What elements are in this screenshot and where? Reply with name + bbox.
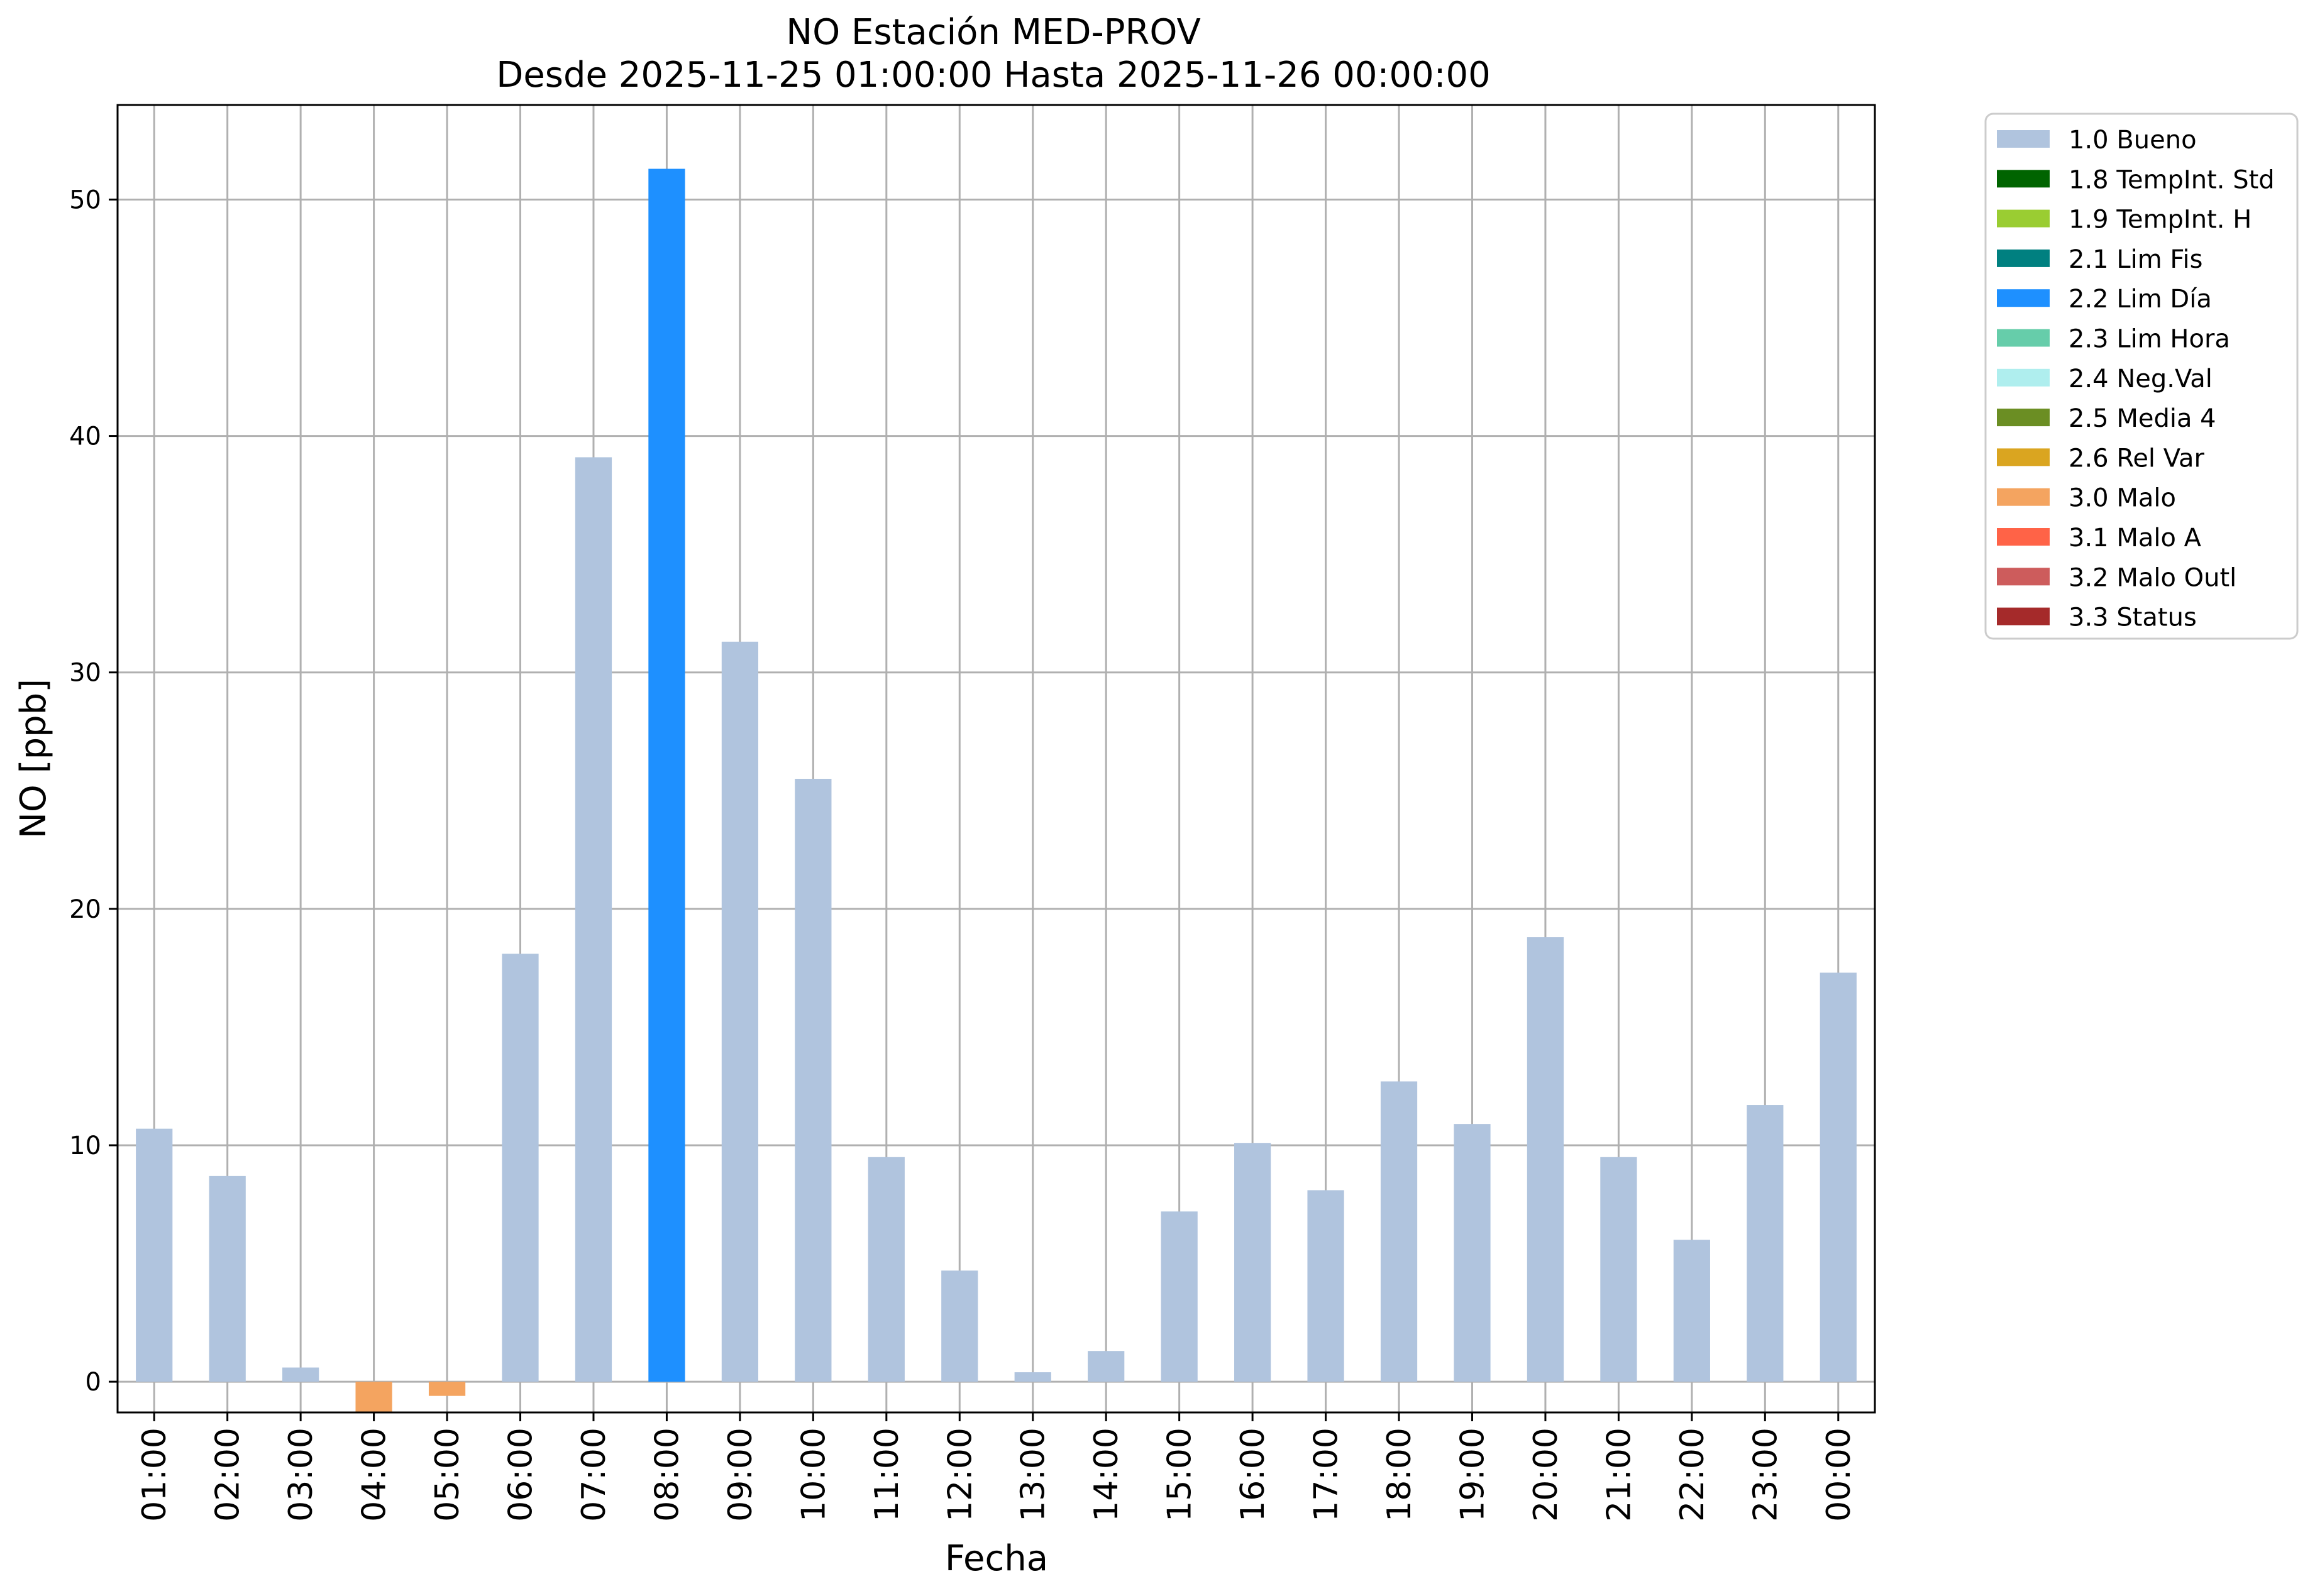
x-tick-label: 23:00 [1747, 1428, 1784, 1522]
bar-10:00 [795, 778, 832, 1382]
legend-swatch [1997, 329, 2050, 347]
bar-09:00 [721, 641, 759, 1382]
legend-label: 2.5 Media 4 [2069, 404, 2216, 433]
x-axis: 01:00 02:00 03:00 04:00 05:00 06:00 07:00 08:00… [136, 1412, 1858, 1522]
bar-14:00 [1088, 1351, 1125, 1382]
bar-07:00 [575, 457, 612, 1382]
x-tick-label: 09:00 [722, 1428, 760, 1522]
bar-23:00 [1747, 1105, 1784, 1382]
bar-21:00 [1600, 1157, 1637, 1382]
bar-03:00 [282, 1367, 319, 1382]
legend-label: 2.1 Lim Fis [2069, 245, 2202, 274]
chart-title-line-2: Desde 2025-11-25 01:00:00 Hasta 2025-11-… [496, 55, 1491, 96]
bar-05:00 [428, 1382, 466, 1396]
bar-22:00 [1673, 1240, 1710, 1382]
legend-label: 1.0 Bueno [2069, 126, 2197, 155]
legend-label: 3.0 Malo [2069, 484, 2176, 513]
x-tick-label: 19:00 [1454, 1428, 1491, 1522]
x-tick-label: 04:00 [356, 1428, 394, 1522]
bars [136, 168, 1857, 1412]
legend-label: 3.1 Malo A [2069, 524, 2202, 553]
legend-swatch [1997, 130, 2050, 148]
legend-label: 2.6 Rel Var [2069, 444, 2205, 473]
x-tick-label: 17:00 [1308, 1428, 1345, 1522]
legend-swatch [1997, 209, 2050, 228]
legend-label: 1.8 TempInt. Std [2069, 165, 2275, 194]
legend-swatch [1997, 448, 2050, 466]
x-axis-label: Fecha [945, 1538, 1048, 1579]
x-tick-label: 00:00 [1820, 1428, 1858, 1522]
x-tick-label: 14:00 [1088, 1428, 1125, 1522]
x-tick-label: 13:00 [1015, 1428, 1053, 1522]
x-tick-label: 21:00 [1600, 1428, 1638, 1522]
x-tick-label: 11:00 [868, 1428, 906, 1522]
legend-label: 2.2 Lim Día [2069, 285, 2212, 314]
bar-20:00 [1527, 937, 1564, 1382]
bar-02:00 [209, 1175, 246, 1382]
legend-label: 3.2 Malo Outl [2069, 563, 2236, 592]
legend-swatch [1997, 368, 2050, 387]
legend-swatch [1997, 249, 2050, 267]
x-tick-label: 07:00 [575, 1428, 613, 1522]
y-tick-label: 50 [69, 185, 101, 214]
x-tick-label: 20:00 [1527, 1428, 1565, 1522]
legend-swatch [1997, 409, 2050, 427]
x-tick-label: 12:00 [941, 1428, 979, 1522]
x-tick-label: 03:00 [282, 1428, 320, 1522]
legend-swatch [1997, 607, 2050, 625]
y-axis-label: NO [ppb] [13, 679, 54, 839]
legend-swatch [1997, 528, 2050, 546]
x-tick-label: 18:00 [1381, 1428, 1418, 1522]
legend-label: 3.3 Status [2069, 603, 2197, 632]
plot-area-frame [116, 104, 1876, 1414]
bar-08:00 [648, 168, 685, 1382]
bar-00:00 [1820, 972, 1857, 1382]
legend-label: 1.9 TempInt. H [2069, 206, 2251, 234]
bar-01:00 [136, 1128, 173, 1382]
y-tick-label: 30 [69, 659, 101, 688]
legend-swatch [1997, 568, 2050, 586]
legend-frame [1984, 113, 2299, 640]
x-tick-label: 15:00 [1161, 1428, 1199, 1522]
bar-11:00 [868, 1157, 905, 1382]
legend-swatch [1997, 170, 2050, 188]
legend-label: 2.3 Lim Hora [2069, 325, 2230, 354]
x-tick-label: 02:00 [209, 1428, 247, 1522]
y-tick-label: 10 [69, 1131, 101, 1160]
legend-swatch [1997, 488, 2050, 506]
x-tick-label: 06:00 [502, 1428, 540, 1522]
y-axis: 0 10 20 30 40 50 [69, 185, 118, 1397]
bar-06:00 [502, 954, 539, 1382]
bar-13:00 [1014, 1372, 1051, 1382]
legend: 1.0 Bueno 1.8 TempInt. Std 1.9 TempInt. H 2… [1984, 113, 2299, 640]
bar-12:00 [941, 1270, 978, 1382]
x-tick-label: 05:00 [429, 1428, 467, 1522]
bar-18:00 [1380, 1081, 1418, 1382]
x-tick-label: 08:00 [648, 1428, 686, 1522]
bar-17:00 [1307, 1190, 1344, 1382]
bar-15:00 [1161, 1211, 1198, 1382]
x-tick-label: 01:00 [136, 1428, 174, 1522]
y-tick-label: 40 [69, 422, 101, 451]
chart-title-line-1: NO Estación MED-PROV [786, 12, 1201, 53]
x-tick-label: 16:00 [1234, 1428, 1272, 1522]
legend-swatch [1997, 289, 2050, 307]
bar-19:00 [1454, 1124, 1491, 1382]
x-tick-label: 22:00 [1674, 1428, 1711, 1522]
x-tick-label: 10:00 [795, 1428, 832, 1522]
legend-label: 2.4 Neg.Val [2069, 365, 2213, 393]
y-tick-label: 20 [69, 895, 101, 924]
bar-16:00 [1234, 1143, 1271, 1382]
bar-04:00 [355, 1382, 392, 1412]
y-tick-label: 0 [86, 1368, 101, 1397]
